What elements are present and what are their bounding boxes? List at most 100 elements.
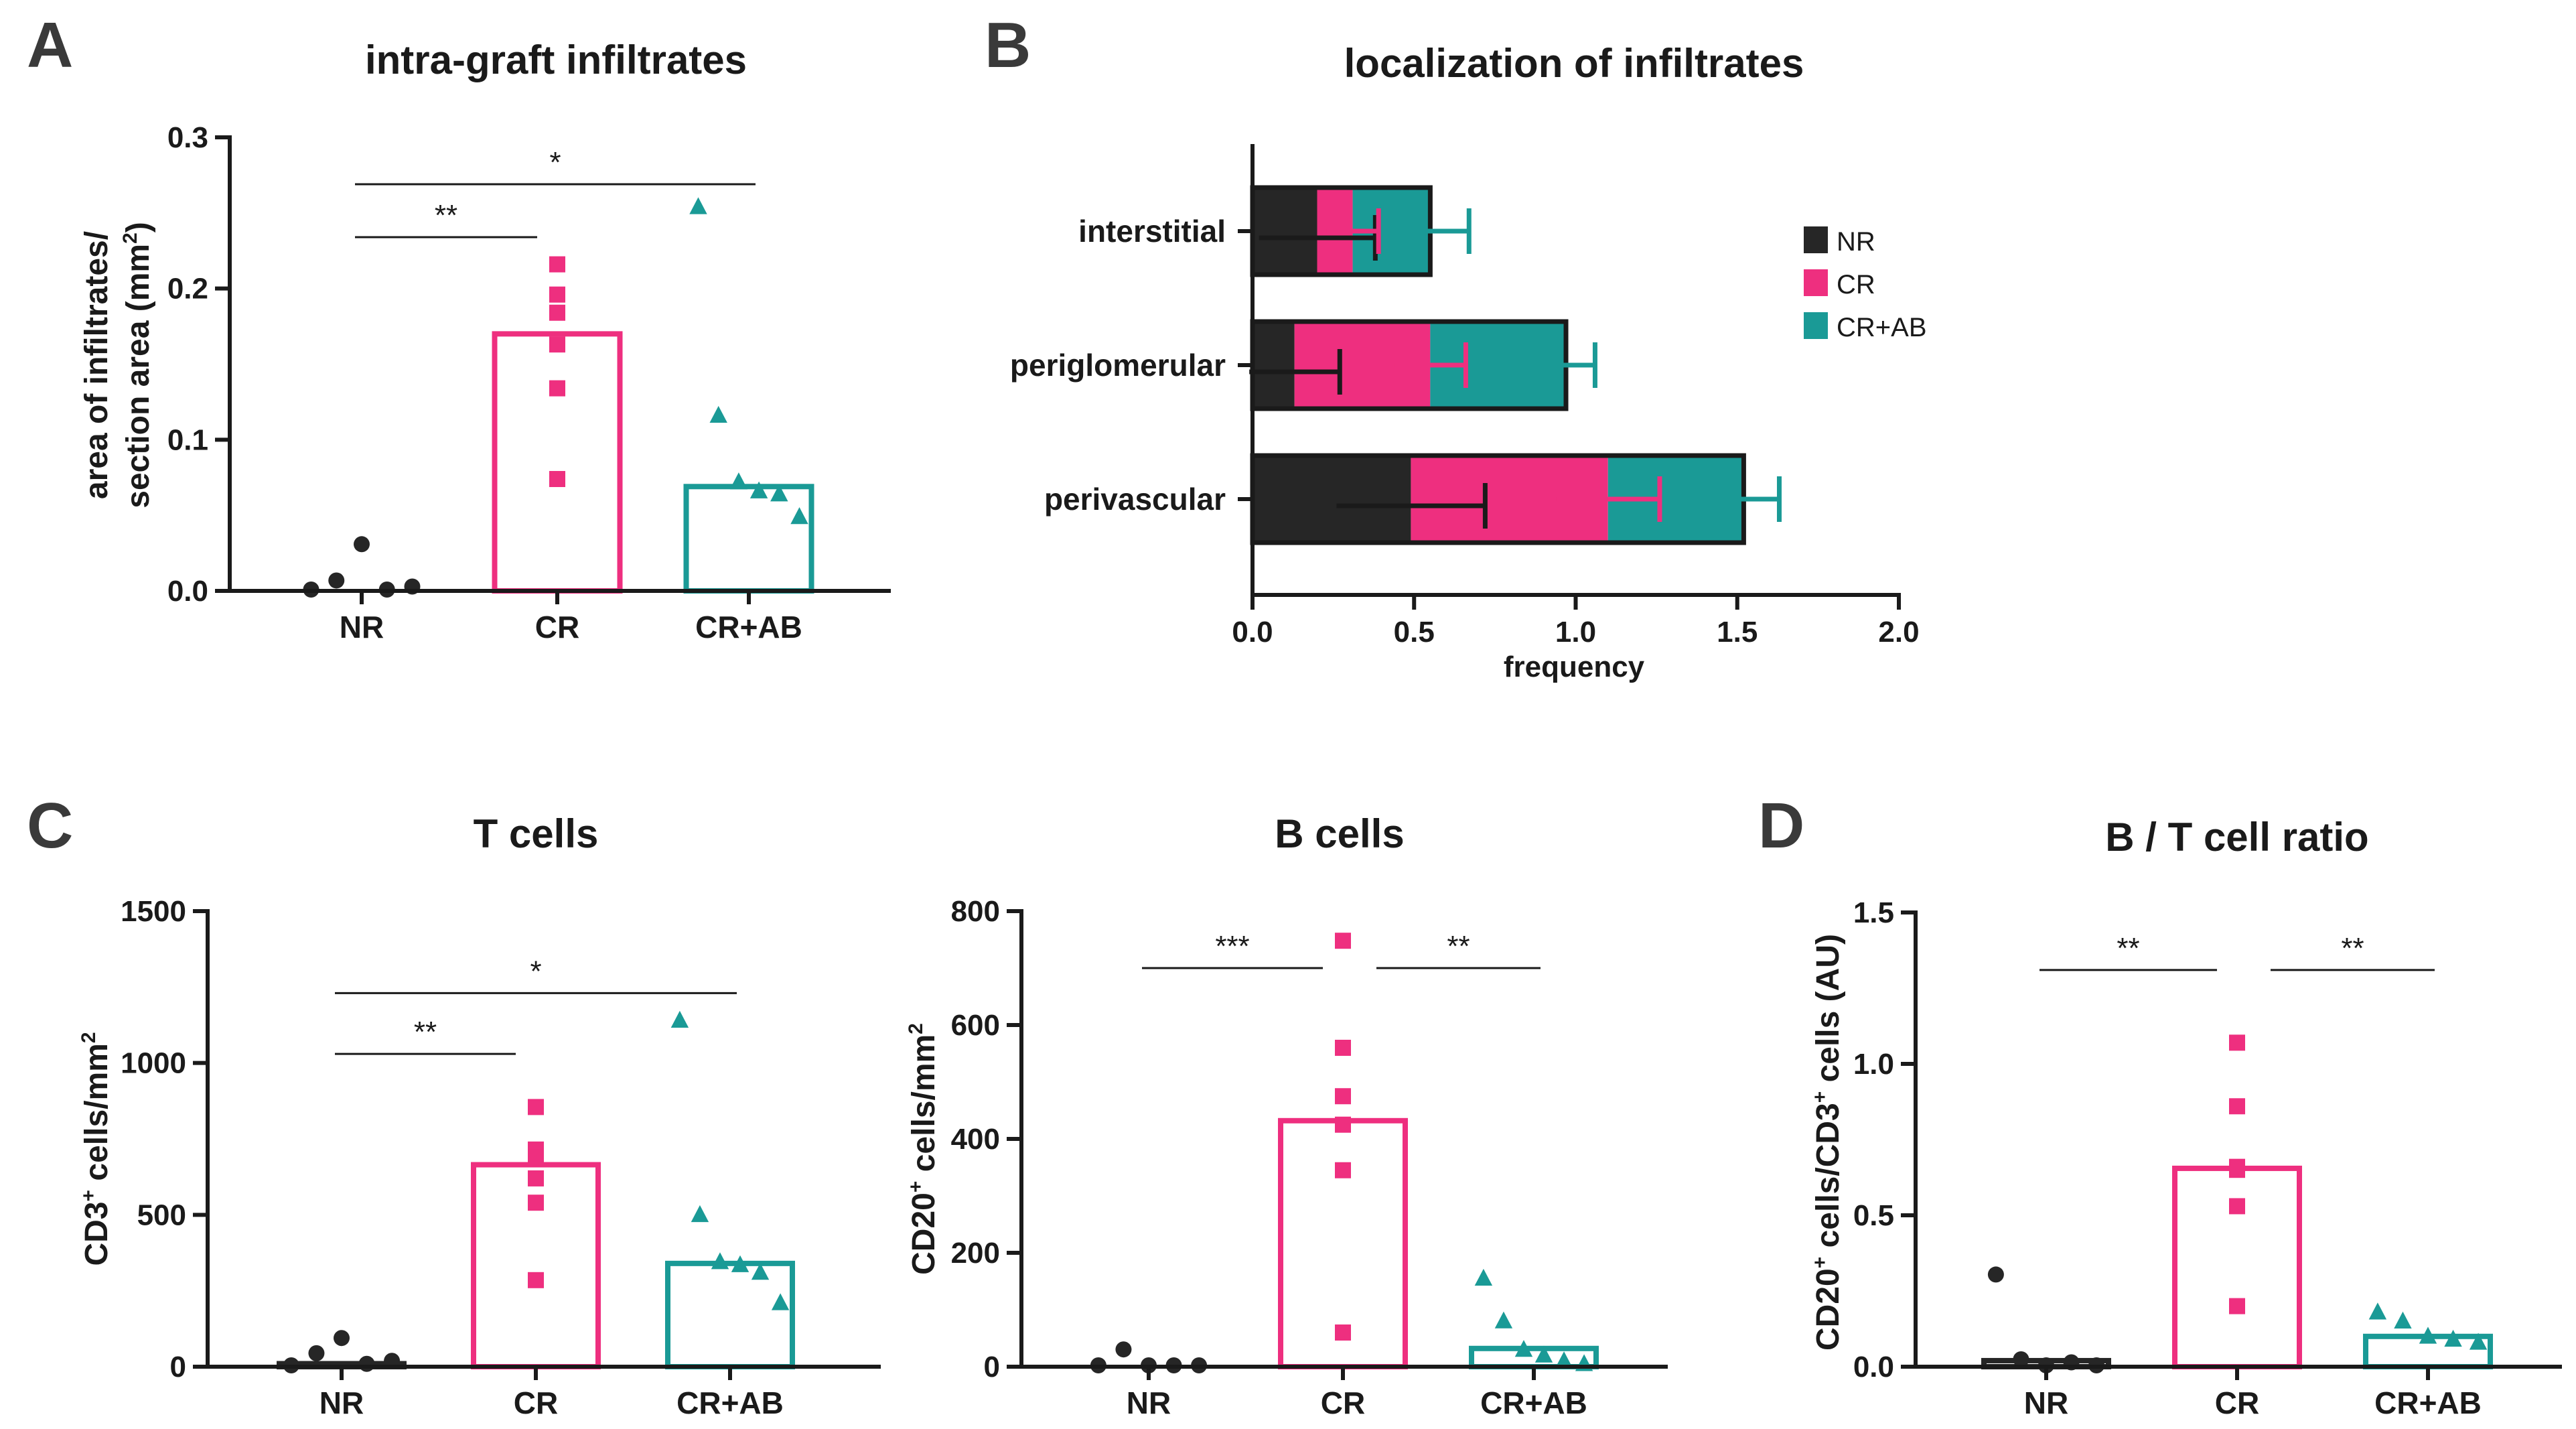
bar-segment-interstitial-nr <box>1253 188 1317 275</box>
y-axis-label-c2-sup2: 2 <box>905 1023 927 1034</box>
y-tick-label-c1: 1000 <box>121 1047 186 1080</box>
y-tick-label-c1: 1500 <box>121 895 186 928</box>
y-tick-label-c2: 200 <box>951 1237 1000 1270</box>
y-axis-label-c1-part2: cells/mm <box>79 1043 115 1190</box>
point-c1-cr <box>528 1170 544 1186</box>
point-c1-cr <box>528 1099 544 1115</box>
significance-label-c2: *** <box>1215 930 1249 963</box>
x-tick-label-d-cr: CR <box>2215 1385 2259 1420</box>
bar-c2-crab <box>1469 1345 1599 1370</box>
y-axis-label-a-line1: area of infiltrates/ <box>79 231 115 499</box>
x-tick-label-d-crab: CR+AB <box>2374 1385 2482 1420</box>
y-tick-label-c2: 400 <box>951 1123 1000 1156</box>
category-label-periglomerular: periglomerular <box>1010 348 1226 383</box>
point-c1-cr <box>528 1149 544 1166</box>
bar-segment-perivascular-nr <box>1253 456 1411 543</box>
point-d-cr <box>2229 1098 2245 1115</box>
point-c1-nr <box>334 1330 350 1347</box>
point-c2-cr <box>1335 1162 1351 1178</box>
x-tick-label-a-crab: CR+AB <box>695 610 802 644</box>
y-axis-label-d-sup2: + <box>1809 1091 1831 1103</box>
point-c2-cr <box>1335 1116 1351 1133</box>
point-c2-crab <box>1555 1351 1573 1369</box>
point-d-crab <box>2469 1333 2488 1350</box>
y-axis-label-c1: CD3+ cells/mm2 <box>78 1032 115 1266</box>
point-a-crab <box>689 197 707 214</box>
panel-letter-b: B <box>985 9 1031 81</box>
point-c2-nr <box>1115 1341 1132 1358</box>
point-c1-cr <box>528 1272 544 1288</box>
bar-segment-periglomerular-nr <box>1253 322 1295 409</box>
y-axis-label-c2-sup1: + <box>905 1181 927 1193</box>
point-a-crab <box>709 405 727 423</box>
point-c1-crab <box>751 1263 770 1280</box>
point-d-nr <box>2013 1351 2029 1367</box>
point-c1-nr <box>308 1345 325 1361</box>
significance-label-c1: * <box>530 955 541 988</box>
y-axis-label-d-part2: cells/CD3 <box>1810 1103 1846 1256</box>
point-a-cr <box>549 471 565 488</box>
x-axis-label-b: frequency <box>1504 651 1645 683</box>
bar-a-crab <box>683 484 814 594</box>
y-axis-label-c2: CD20+ cells/mm2 <box>905 1023 942 1275</box>
point-c2-cr <box>1335 933 1351 949</box>
significance-label-d: ** <box>2341 932 2364 965</box>
y-axis-label-d-sup1: + <box>1809 1257 1831 1269</box>
y-tick-label-a: 0.0 <box>167 575 208 608</box>
point-a-cr <box>549 336 565 353</box>
y-axis-label-d-part1: CD20 <box>1810 1268 1846 1351</box>
y-tick-label-d: 1.5 <box>1853 896 1894 929</box>
chart-title-a: intra-graft infiltrates <box>365 38 747 82</box>
y-axis-label-d: CD20+ cells/CD3+ cells (AU) <box>1809 934 1846 1351</box>
x-tick-label-b: 0.0 <box>1232 616 1273 649</box>
significance-label-c2: ** <box>1447 930 1470 963</box>
point-c1-crab <box>711 1252 729 1270</box>
point-a-crab <box>790 507 808 525</box>
y-tick-label-c1: 500 <box>137 1199 186 1231</box>
y-axis-label-c1-part1: CD3 <box>79 1201 115 1266</box>
point-a-cr <box>549 256 565 273</box>
x-tick-label-c2-cr: CR <box>1321 1385 1365 1420</box>
point-a-cr <box>549 286 565 303</box>
y-axis-label-c1-sup1: + <box>78 1190 100 1202</box>
point-c1-crab <box>670 1010 689 1028</box>
point-c2-cr <box>1335 1324 1351 1341</box>
point-a-cr <box>549 304 565 321</box>
point-c2-cr <box>1335 1040 1351 1056</box>
x-tick-label-b: 0.5 <box>1394 616 1435 649</box>
significance-label-a: * <box>549 146 561 179</box>
y-axis-label-a-part2: ) <box>121 222 156 232</box>
y-tick-label-d: 0.5 <box>1853 1199 1894 1232</box>
legend-swatch-nr <box>1804 226 1828 253</box>
point-c2-crab <box>1494 1311 1513 1329</box>
point-d-cr <box>2229 1034 2245 1051</box>
point-a-cr <box>549 380 565 397</box>
panel-c-tcells: C T cells CD3+ cells/mm2 0 500 1000 1500 NR C… <box>27 790 881 1420</box>
point-d-cr <box>2229 1298 2245 1314</box>
point-c1-cr <box>528 1195 544 1211</box>
point-a-nr <box>354 536 370 553</box>
y-tick-label-a: 0.1 <box>167 423 208 456</box>
significance-label-d: ** <box>2117 932 2139 965</box>
x-tick-label-b: 1.0 <box>1555 616 1596 649</box>
plot-area-b: interstitial periglomerular perivascular 0.… <box>1010 144 1920 649</box>
x-tick-label-b: 1.5 <box>1717 616 1758 649</box>
category-label-interstitial: interstitial <box>1078 214 1226 249</box>
y-tick-label-c2: 600 <box>951 1009 1000 1042</box>
panel-letter-c: C <box>27 790 73 862</box>
legend-b: NR CR CR+AB <box>1804 226 1927 342</box>
x-tick-label-a-nr: NR <box>340 610 384 644</box>
point-a-crab <box>749 481 768 498</box>
bar-d-cr <box>2172 1165 2302 1369</box>
y-tick-label-a: 0.2 <box>167 273 208 305</box>
point-a-nr <box>328 572 345 589</box>
point-d-nr <box>1987 1266 2004 1283</box>
point-c1-nr <box>358 1355 375 1372</box>
y-tick-label-d: 0.0 <box>1853 1351 1894 1383</box>
point-c2-crab <box>1514 1340 1533 1357</box>
point-d-crab <box>2368 1302 2387 1320</box>
x-tick-label-c1-nr: NR <box>319 1385 364 1420</box>
significance-label-c1: ** <box>414 1016 437 1048</box>
